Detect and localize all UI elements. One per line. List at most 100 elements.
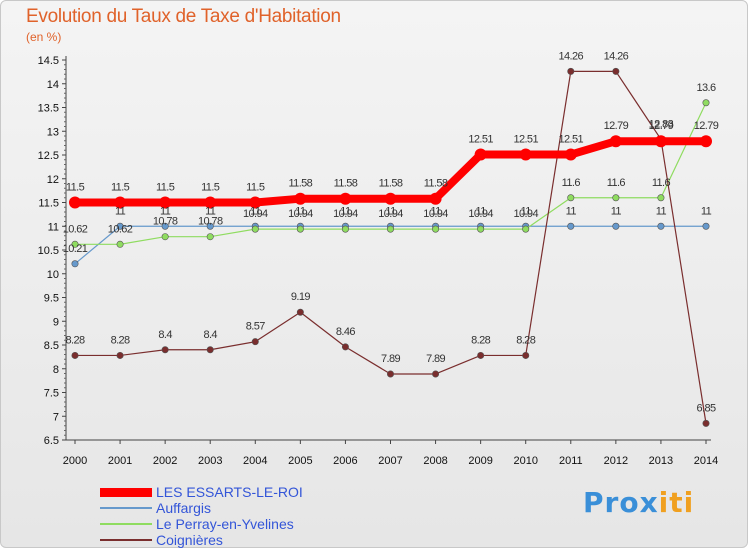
data-label: 11 — [250, 205, 261, 217]
x-tick-label: 2009 — [468, 455, 492, 467]
x-tick-label: 2002 — [153, 455, 177, 467]
data-point — [206, 222, 214, 230]
x-tick-label: 2006 — [333, 455, 357, 467]
data-point — [384, 192, 397, 205]
legend-label: Auffargis — [156, 500, 211, 516]
data-point — [432, 370, 440, 378]
data-point — [116, 222, 124, 230]
data-label: 10.94 — [378, 208, 403, 220]
data-point — [294, 192, 307, 205]
x-tick-label: 2001 — [108, 455, 132, 467]
data-label: 11 — [295, 205, 306, 217]
data-label: 13.6 — [696, 82, 715, 94]
y-tick-label: 14 — [47, 79, 59, 91]
legend-swatch — [100, 523, 152, 525]
data-label: 10.21 — [63, 243, 88, 255]
data-label: 12.51 — [513, 134, 538, 146]
data-label: 11.58 — [288, 178, 312, 190]
data-label: 10.94 — [333, 208, 358, 220]
data-label: 11 — [701, 205, 712, 217]
data-label: 11.58 — [334, 178, 358, 190]
data-point — [612, 194, 620, 202]
data-point — [159, 196, 172, 209]
data-point — [609, 135, 622, 148]
y-tick-label: 11 — [48, 221, 59, 233]
data-label: 10.78 — [153, 216, 178, 228]
data-point — [249, 196, 262, 209]
y-tick-label: 9 — [53, 316, 59, 328]
data-label: 7.89 — [381, 353, 400, 365]
data-point — [702, 99, 710, 107]
x-tick-label: 2012 — [604, 455, 628, 467]
data-label: 10.94 — [513, 208, 538, 220]
data-point — [477, 225, 485, 233]
data-point — [612, 222, 620, 230]
data-label: 8.4 — [158, 329, 172, 341]
data-label: 11.5 — [156, 182, 175, 194]
data-point — [567, 222, 575, 230]
data-label: 11 — [340, 205, 351, 217]
data-label: 11.6 — [652, 177, 671, 189]
data-label: 12.51 — [468, 134, 493, 146]
x-tick-label: 2011 — [559, 455, 583, 467]
data-label: 7.89 — [426, 353, 445, 365]
data-label: 8.4 — [203, 329, 217, 341]
data-label: 12.79 — [694, 120, 719, 132]
data-label: 10.94 — [243, 208, 268, 220]
legend-swatch — [100, 539, 152, 541]
data-label: 11.58 — [424, 178, 448, 190]
data-point — [204, 196, 217, 209]
data-label: 8.28 — [111, 334, 130, 346]
data-point — [161, 233, 169, 241]
y-tick-label: 13.5 — [38, 103, 59, 115]
data-point — [654, 135, 667, 148]
logo-text-part1: Prox — [583, 486, 659, 519]
data-label: 11.6 — [562, 177, 581, 189]
x-tick-label: 2013 — [649, 455, 673, 467]
data-point — [69, 196, 81, 209]
legend-label: Coignières — [156, 532, 223, 548]
data-point — [429, 192, 442, 205]
data-point — [206, 233, 214, 241]
data-point — [251, 338, 259, 346]
y-tick-label: 12.5 — [38, 150, 59, 162]
data-label: 10.62 — [108, 223, 133, 235]
y-tick-label: 9.5 — [44, 293, 59, 305]
data-point — [161, 222, 169, 230]
data-point — [700, 135, 712, 148]
y-tick-label: 6.5 — [44, 435, 59, 447]
y-tick-label: 7 — [53, 411, 59, 423]
data-label: 11 — [115, 205, 126, 217]
data-point — [432, 225, 440, 233]
data-point — [71, 240, 79, 248]
legend-label: LES ESSARTS-LE-ROI — [156, 484, 303, 500]
data-label: 11.58 — [379, 178, 403, 190]
data-point — [341, 343, 349, 351]
data-point — [519, 148, 532, 161]
data-label: 12.83 — [649, 118, 674, 130]
data-label: 11 — [521, 205, 532, 217]
y-tick-label: 7.5 — [44, 388, 59, 400]
data-label: 8.28 — [471, 334, 490, 346]
data-label: 11.5 — [111, 182, 130, 194]
data-point — [477, 351, 485, 359]
x-tick-label: 2010 — [513, 455, 537, 467]
data-label: 11 — [430, 205, 441, 217]
data-point — [296, 308, 304, 316]
y-tick-label: 8 — [53, 364, 59, 376]
data-label: 6.85 — [696, 402, 715, 414]
data-point — [474, 148, 487, 161]
y-tick-label: 12 — [47, 174, 59, 186]
data-label: 10.94 — [423, 208, 448, 220]
data-label: 14.26 — [604, 50, 629, 62]
y-tick-label: 13 — [47, 126, 59, 138]
data-label: 9.19 — [291, 291, 310, 303]
data-label: 10.94 — [288, 208, 313, 220]
y-tick-label: 10.5 — [38, 245, 59, 257]
legend-swatch — [100, 507, 152, 509]
y-tick-label: 11.5 — [38, 198, 59, 210]
data-point — [567, 67, 575, 75]
data-point — [71, 260, 79, 268]
data-point — [161, 346, 169, 354]
